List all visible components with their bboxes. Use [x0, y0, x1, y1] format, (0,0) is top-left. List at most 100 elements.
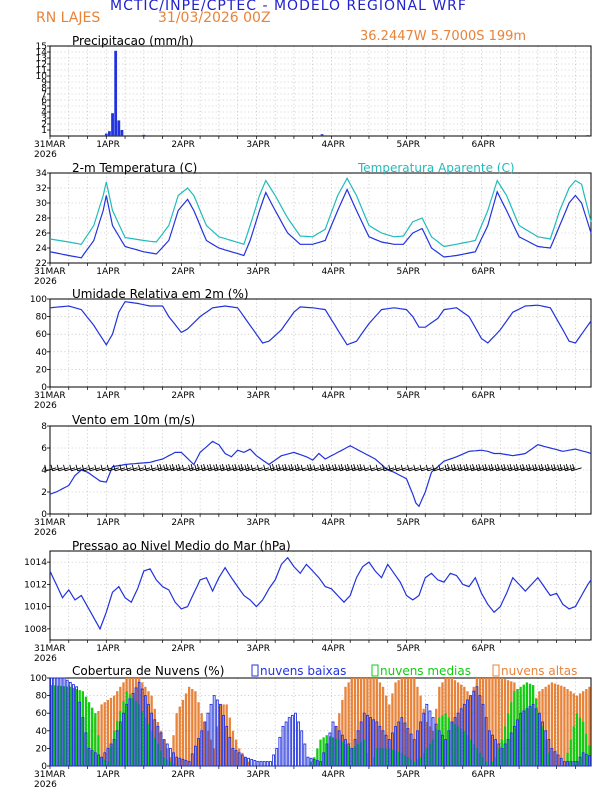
cloud-mid-bar — [547, 752, 550, 766]
cloud-high-bar — [557, 684, 560, 766]
cloud-low-bar — [328, 732, 332, 767]
cloud-mid-bar — [516, 689, 519, 766]
cloud-mid-bar — [410, 759, 413, 766]
cloud-low-bar — [140, 688, 144, 767]
cloud-low-bar — [544, 730, 548, 767]
cloud-mid-bar — [325, 735, 328, 766]
cloud-low-bar — [387, 739, 391, 767]
wind-barb — [121, 467, 132, 472]
precip-bar — [104, 133, 108, 136]
wind-barb — [408, 467, 420, 472]
cloud-low-bar — [384, 734, 388, 767]
wind-barb — [146, 467, 157, 472]
wind-barb-flag — [169, 464, 172, 471]
x-tick-label: 4APR — [321, 770, 345, 780]
cloud-mid-bar — [322, 737, 325, 766]
wind-barb-flag — [213, 464, 216, 471]
y-tick-label: 1012 — [24, 580, 47, 590]
wind-barb-flag — [69, 464, 72, 471]
cloud-low-bar — [225, 725, 229, 767]
y-tick-label: 4 — [41, 466, 47, 476]
cloud-low-bar — [228, 736, 232, 767]
wind-barb-flag — [413, 464, 416, 471]
wind-barb — [296, 467, 307, 472]
cloud-low-bar — [209, 703, 213, 767]
cloud-low-bar — [231, 747, 235, 767]
wind-barb — [365, 467, 376, 472]
wind-barb-flag — [507, 464, 510, 471]
cloud-mid-bar — [316, 748, 319, 766]
y-tick-label: 0 — [41, 762, 47, 772]
cloud-mid-bar — [172, 763, 175, 766]
wind-barb-flag — [306, 464, 310, 471]
cloud-low-bar — [253, 760, 257, 767]
wind-barb-flag — [572, 463, 575, 471]
cloud-mid-bar — [544, 739, 547, 766]
y-tick-label: 22 — [36, 259, 47, 269]
wind-barb-flag — [494, 464, 498, 471]
cloud-low-bar — [115, 730, 119, 767]
plot-frame — [49, 172, 592, 264]
cloud-low-bar — [68, 681, 72, 767]
cloud-mid-bar — [106, 761, 110, 766]
x-tick-label: 1APR — [96, 518, 120, 528]
cloud-low-bar — [525, 708, 529, 767]
cloud-low-bar — [137, 681, 141, 767]
cloud-low-bar — [406, 728, 410, 767]
cloud-mid-bar — [478, 752, 482, 766]
wind-barb — [358, 467, 370, 472]
cloud-low-bar — [65, 679, 69, 767]
x-tick-label: 2APR — [171, 770, 195, 780]
cloud-mid-bar — [144, 717, 147, 766]
cloud-low-bar — [247, 757, 250, 767]
wind-barb-flag — [250, 464, 254, 471]
cloud-low-bar — [365, 714, 369, 767]
cloud-low-bar — [290, 714, 294, 767]
wind-barb-flag — [294, 464, 297, 471]
cloud-mid-bar — [328, 736, 332, 766]
cloud-low-bar — [122, 712, 125, 767]
cloud-low-bar — [437, 730, 441, 767]
cloud-high-bar — [206, 730, 210, 766]
cloud-high-bar — [159, 730, 163, 766]
cloud-mid-bar — [422, 752, 425, 766]
cloud-low-bar — [184, 760, 188, 767]
cloud-low-bar — [59, 677, 63, 767]
wind-barb-flag — [503, 463, 506, 471]
cloud-high-bar — [241, 752, 244, 766]
cloud-mid-bar — [450, 722, 454, 766]
cloud-low-bar — [563, 761, 566, 767]
cloud-low-bar — [394, 725, 397, 767]
wind-barb-flag — [309, 463, 312, 471]
wind-barb — [571, 467, 582, 472]
cloud-high-bar — [341, 700, 344, 766]
cloud-low-bar — [516, 719, 519, 767]
wind-barb-flag — [281, 464, 285, 471]
cloud-mid-bar — [381, 748, 385, 766]
cloud-mid-bar — [150, 730, 153, 766]
cloud-low-bar — [312, 758, 316, 767]
x-tick-label: 4APR — [321, 391, 345, 401]
wind-barb-flag — [194, 464, 197, 471]
cloud-low-bar — [131, 692, 135, 767]
wind-barb-flag — [131, 464, 135, 471]
cloud-mid-bar — [50, 685, 53, 766]
wind-barb-flag — [334, 463, 337, 471]
cloud-low-bar — [472, 690, 476, 767]
cloud-low-bar — [494, 739, 498, 767]
cloud-low-bar — [303, 743, 307, 767]
wind-barb-flag — [269, 464, 272, 471]
cloud-low-bar — [347, 743, 351, 767]
x-tick-label: 1APR — [96, 391, 120, 401]
cloud-low-bar — [100, 756, 104, 767]
wind-barb-flag — [457, 464, 460, 471]
x-tick-label: 3APR — [246, 770, 270, 780]
wind-barb-flag — [515, 463, 519, 471]
panel-title: Cobertura de Nuvens (%) — [72, 664, 224, 678]
cloud-high-bar — [172, 735, 175, 766]
cloud-low-bar — [506, 739, 510, 767]
cloud-low-bar — [278, 736, 282, 767]
cloud-mid-bar — [438, 717, 441, 766]
cloud-high-bar — [184, 693, 188, 766]
cloud-high-bar — [197, 702, 200, 766]
